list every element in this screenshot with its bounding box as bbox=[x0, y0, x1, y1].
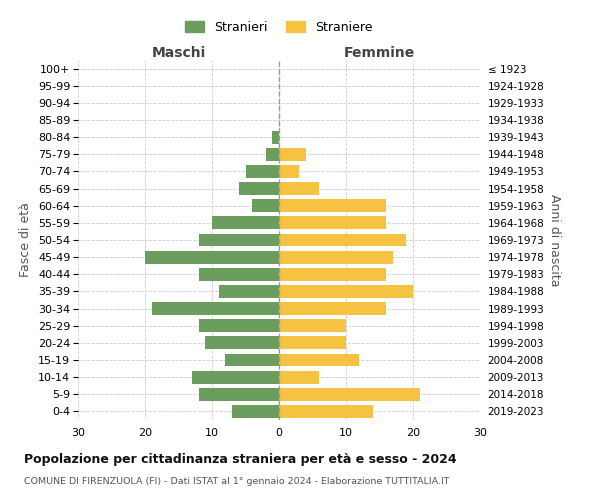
Bar bbox=[279, 336, 346, 349]
Text: Maschi: Maschi bbox=[151, 46, 206, 60]
Bar bbox=[199, 234, 279, 246]
Text: COMUNE DI FIRENZUOLA (FI) - Dati ISTAT al 1° gennaio 2024 - Elaborazione TUTTITA: COMUNE DI FIRENZUOLA (FI) - Dati ISTAT a… bbox=[24, 478, 449, 486]
Bar bbox=[266, 148, 279, 160]
Bar bbox=[279, 302, 386, 315]
Bar bbox=[279, 285, 413, 298]
Y-axis label: Anni di nascita: Anni di nascita bbox=[548, 194, 561, 286]
Text: Femmine: Femmine bbox=[344, 46, 415, 60]
Bar bbox=[226, 354, 279, 366]
Bar bbox=[279, 388, 420, 400]
Bar bbox=[199, 320, 279, 332]
Bar bbox=[152, 302, 279, 315]
Bar bbox=[212, 216, 279, 230]
Bar bbox=[145, 250, 279, 264]
Y-axis label: Fasce di età: Fasce di età bbox=[19, 202, 32, 278]
Bar bbox=[205, 336, 279, 349]
Bar bbox=[272, 130, 279, 143]
Bar bbox=[192, 370, 279, 384]
Bar bbox=[218, 285, 279, 298]
Bar bbox=[279, 165, 299, 178]
Legend: Stranieri, Straniere: Stranieri, Straniere bbox=[181, 16, 377, 39]
Bar bbox=[279, 250, 393, 264]
Bar bbox=[279, 148, 306, 160]
Bar bbox=[199, 388, 279, 400]
Bar bbox=[279, 370, 319, 384]
Text: Popolazione per cittadinanza straniera per età e sesso - 2024: Popolazione per cittadinanza straniera p… bbox=[24, 452, 457, 466]
Bar bbox=[279, 234, 406, 246]
Bar bbox=[199, 268, 279, 280]
Bar bbox=[279, 200, 386, 212]
Bar bbox=[252, 200, 279, 212]
Bar bbox=[279, 182, 319, 195]
Bar bbox=[279, 320, 346, 332]
Bar bbox=[279, 354, 359, 366]
Bar bbox=[239, 182, 279, 195]
Bar bbox=[232, 405, 279, 418]
Bar bbox=[279, 268, 386, 280]
Bar bbox=[279, 216, 386, 230]
Bar bbox=[279, 405, 373, 418]
Bar bbox=[245, 165, 279, 178]
